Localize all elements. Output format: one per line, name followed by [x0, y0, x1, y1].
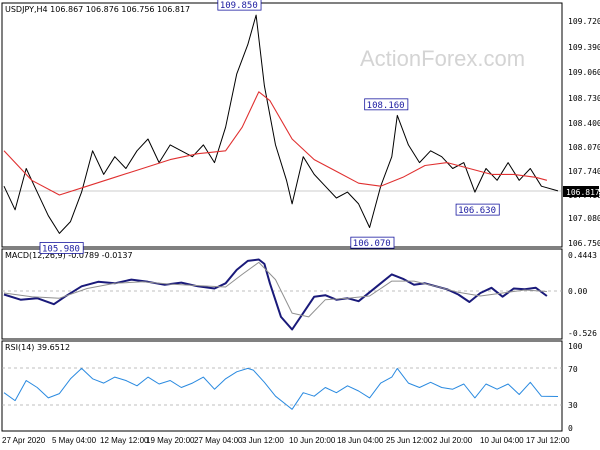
- macd-label: MACD(12,26,9) -0.0789 -0.0137: [5, 251, 133, 260]
- macd-ytick: -0.526: [568, 329, 597, 338]
- price-ytick: 109.060: [568, 68, 600, 77]
- price-yaxis: 109.720 109.390 109.060 108.730 108.400 …: [568, 17, 600, 248]
- x-tick: 19 May 20:00: [146, 436, 195, 445]
- chart-title: USDJPY,H4 106.867 106.876 106.756 106.81…: [5, 5, 190, 14]
- annotations-layer: 109.850 108.160 105.980 106.070 106.630: [39, 0, 500, 254]
- x-tick: 27 May 04:00: [194, 436, 243, 445]
- x-tick: 10 Jul 04:00: [480, 436, 524, 445]
- macd-ytick: 0.4443: [568, 251, 597, 260]
- rsi-yaxis: 100 70 30 0: [568, 342, 583, 433]
- macd-yaxis: 0.4443 0.00 -0.526: [568, 251, 597, 338]
- rsi-ytick: 70: [568, 365, 578, 374]
- rsi-ytick: 0: [568, 424, 573, 433]
- macd-series-layer: [3, 258, 548, 331]
- price-annotation-box: [39, 242, 84, 254]
- rsi-series-layer: [3, 367, 559, 410]
- x-tick: 5 May 04:00: [52, 436, 97, 445]
- price-annotation-box: [364, 98, 409, 111]
- rsi-ytick: 100: [568, 342, 583, 351]
- price-annotation-label: 108.160: [367, 101, 405, 111]
- rsi-series: [3, 367, 559, 410]
- macd-panel-frame: [1, 248, 563, 340]
- rsi-panel-frame: [1, 340, 563, 432]
- price-annotation-box: [455, 203, 500, 216]
- rsi-ytick: 30: [568, 401, 578, 410]
- x-tick: 17 Jul 12:00: [526, 436, 570, 445]
- price-panel-frame: [1, 2, 563, 248]
- price-ytick: 108.070: [568, 143, 600, 152]
- macd-signal-series: [3, 261, 547, 318]
- price-ytick: 108.400: [568, 119, 600, 128]
- price-annotation-box: [350, 236, 395, 249]
- macd-ytick: 0.00: [568, 287, 587, 296]
- price-ytick: 108.730: [568, 94, 600, 103]
- price-ytick: 106.750: [568, 239, 600, 248]
- price-ytick: 107.740: [568, 167, 600, 176]
- x-axis: 27 Apr 2020 5 May 04:00 12 May 12:00 19 …: [2, 436, 570, 445]
- x-tick: 18 Jun 04:00: [337, 436, 384, 445]
- x-tick: 2 Jul 20:00: [433, 436, 473, 445]
- moving-average-series: [3, 91, 548, 196]
- watermark: ActionForex.com: [360, 46, 525, 71]
- price-ytick: 107.080: [568, 214, 600, 223]
- x-tick: 3 Jun 12:00: [242, 436, 284, 445]
- x-tick: 27 Apr 2020: [2, 436, 46, 445]
- price-ytick: 109.390: [568, 43, 600, 52]
- price-annotation-label: 105.980: [42, 244, 80, 254]
- price-series-layer: [3, 14, 559, 234]
- price-annotation-label: 106.070: [353, 239, 391, 249]
- rsi-label: RSI(14) 39.6512: [5, 343, 70, 352]
- last-price-box: [563, 186, 599, 197]
- macd-series: [3, 258, 548, 331]
- x-tick: 12 May 12:00: [100, 436, 149, 445]
- price-annotation-box: [217, 0, 262, 11]
- last-price-label: 106.817: [566, 188, 600, 197]
- x-tick: 10 Jun 20:00: [289, 436, 336, 445]
- price-annotation-label: 109.850: [220, 1, 258, 11]
- x-tick: 25 Jun 12:00: [386, 436, 433, 445]
- price-ytick: 109.720: [568, 17, 600, 26]
- price-annotation-label: 106.630: [458, 206, 496, 216]
